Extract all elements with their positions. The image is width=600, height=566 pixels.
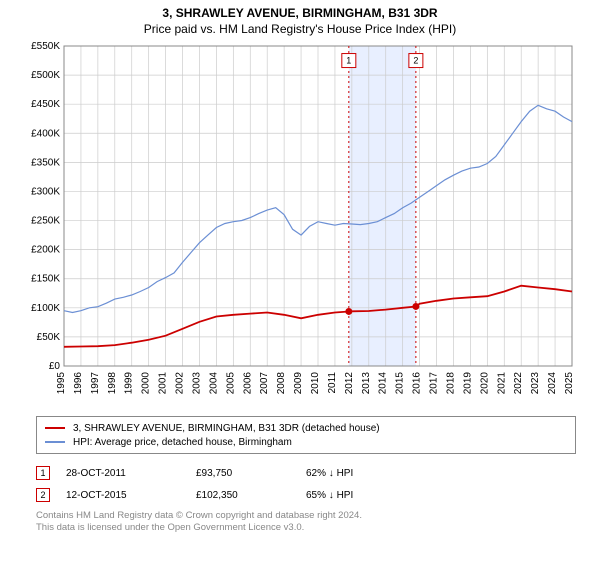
- footnote-line2: This data is licensed under the Open Gov…: [36, 522, 580, 534]
- svg-text:2012: 2012: [344, 372, 355, 395]
- svg-text:2008: 2008: [276, 372, 287, 395]
- svg-text:2013: 2013: [361, 372, 372, 395]
- transaction-marker: 2: [36, 488, 50, 502]
- svg-text:2000: 2000: [141, 372, 152, 395]
- footnote: Contains HM Land Registry data © Crown c…: [36, 510, 580, 535]
- svg-text:2020: 2020: [479, 372, 490, 395]
- legend: 3, SHRAWLEY AVENUE, BIRMINGHAM, B31 3DR …: [36, 416, 576, 454]
- svg-text:2001: 2001: [158, 372, 169, 395]
- svg-text:2021: 2021: [496, 372, 507, 395]
- legend-label: HPI: Average price, detached house, Birm…: [73, 437, 292, 448]
- svg-text:£350K: £350K: [31, 157, 60, 168]
- transaction-date: 12-OCT-2015: [66, 490, 196, 501]
- svg-text:£250K: £250K: [31, 216, 60, 227]
- svg-text:2023: 2023: [530, 372, 541, 395]
- svg-text:2: 2: [413, 56, 418, 66]
- svg-text:£450K: £450K: [31, 99, 60, 110]
- svg-text:2005: 2005: [225, 372, 236, 395]
- svg-text:2014: 2014: [378, 372, 389, 395]
- svg-text:2003: 2003: [191, 372, 202, 395]
- transaction-delta: 62% ↓ HPI: [306, 468, 416, 479]
- svg-text:2010: 2010: [310, 372, 321, 395]
- svg-text:2006: 2006: [242, 372, 253, 395]
- svg-text:£0: £0: [49, 361, 61, 372]
- svg-text:£400K: £400K: [31, 128, 60, 139]
- svg-text:£550K: £550K: [31, 41, 60, 52]
- legend-entry: HPI: Average price, detached house, Birm…: [45, 435, 567, 449]
- svg-text:1995: 1995: [56, 372, 67, 395]
- footnote-line1: Contains HM Land Registry data © Crown c…: [36, 510, 580, 522]
- svg-text:1997: 1997: [90, 372, 101, 395]
- svg-text:2022: 2022: [513, 372, 524, 395]
- svg-text:2007: 2007: [259, 372, 270, 395]
- chart-svg: £0 £50K £100K £150K £200K £250K £300K £350K £400…: [20, 40, 580, 410]
- svg-text:£500K: £500K: [31, 70, 60, 81]
- svg-text:£50K: £50K: [37, 332, 61, 343]
- svg-text:1: 1: [346, 56, 351, 66]
- transaction-row: 2 12-OCT-2015£102,35065% ↓ HPI: [36, 484, 576, 506]
- svg-text:1998: 1998: [107, 372, 118, 395]
- transactions-table: 1 28-OCT-2011£93,75062% ↓ HPI 2 12-OCT-2015…: [36, 462, 576, 506]
- chart-plot-area: £0 £50K £100K £150K £200K £250K £300K £350K £400…: [20, 40, 580, 410]
- legend-swatch: [45, 441, 65, 443]
- svg-text:2009: 2009: [293, 372, 304, 395]
- svg-text:£300K: £300K: [31, 186, 60, 197]
- svg-text:2025: 2025: [564, 372, 575, 395]
- transaction-price: £93,750: [196, 468, 306, 479]
- svg-text:1996: 1996: [73, 372, 84, 395]
- chart-subtitle: Price paid vs. HM Land Registry's House …: [0, 22, 600, 36]
- svg-text:2011: 2011: [327, 372, 338, 394]
- svg-text:2004: 2004: [208, 372, 219, 395]
- svg-text:2018: 2018: [445, 372, 456, 395]
- svg-text:£150K: £150K: [31, 274, 60, 285]
- legend-entry: 3, SHRAWLEY AVENUE, BIRMINGHAM, B31 3DR …: [45, 421, 567, 435]
- svg-text:2016: 2016: [412, 372, 423, 395]
- transaction-price: £102,350: [196, 490, 306, 501]
- svg-text:2015: 2015: [395, 372, 406, 395]
- svg-text:£100K: £100K: [31, 303, 60, 314]
- transaction-marker: 1: [36, 466, 50, 480]
- svg-text:2017: 2017: [429, 372, 440, 395]
- transaction-delta: 65% ↓ HPI: [306, 490, 416, 501]
- svg-text:£200K: £200K: [31, 245, 60, 256]
- legend-label: 3, SHRAWLEY AVENUE, BIRMINGHAM, B31 3DR …: [73, 423, 380, 434]
- chart-title: 3, SHRAWLEY AVENUE, BIRMINGHAM, B31 3DR: [0, 6, 600, 20]
- svg-text:2024: 2024: [547, 372, 558, 395]
- svg-text:2002: 2002: [175, 372, 186, 395]
- svg-text:2019: 2019: [462, 372, 473, 395]
- svg-text:1999: 1999: [124, 372, 135, 395]
- legend-swatch: [45, 427, 65, 429]
- chart-container: 3, SHRAWLEY AVENUE, BIRMINGHAM, B31 3DR …: [0, 6, 600, 566]
- transaction-row: 1 28-OCT-2011£93,75062% ↓ HPI: [36, 462, 576, 484]
- transaction-date: 28-OCT-2011: [66, 468, 196, 479]
